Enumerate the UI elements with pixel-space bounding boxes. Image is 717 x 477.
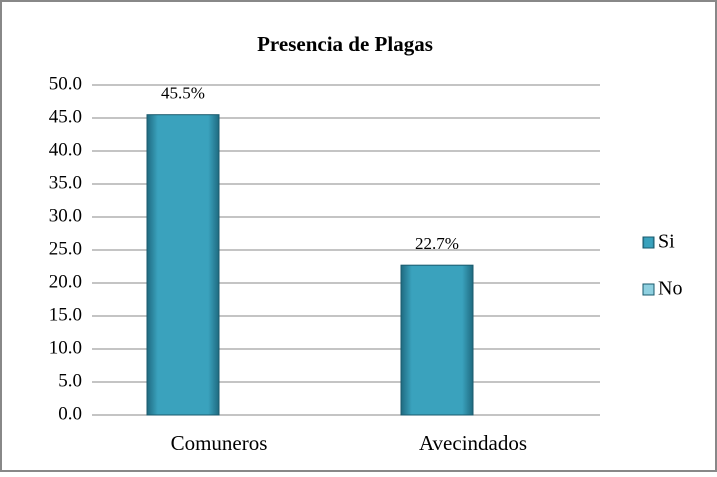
bar xyxy=(400,264,474,416)
y-tick-label: 30.0 xyxy=(49,205,82,226)
y-tick-label: 50.0 xyxy=(49,73,82,94)
data-label: 45.5% xyxy=(161,84,205,103)
y-tick-label: 20.0 xyxy=(49,271,82,292)
y-tick-label: 10.0 xyxy=(49,337,82,358)
y-tick-label: 15.0 xyxy=(49,304,82,325)
legend-label: No xyxy=(658,278,682,300)
y-tick-label: 0.0 xyxy=(58,403,82,424)
legend-swatch xyxy=(642,236,655,249)
y-tick-label: 45.0 xyxy=(49,106,82,127)
x-tick-label: Avecindados xyxy=(419,431,527,455)
y-tick-label: 25.0 xyxy=(49,238,82,259)
x-tick-label: Comuneros xyxy=(171,431,268,455)
legend-label: Si xyxy=(658,231,675,253)
y-tick-label: 40.0 xyxy=(49,139,82,160)
bar xyxy=(146,114,220,416)
data-label: 22.7% xyxy=(415,234,459,253)
y-tick-label: 35.0 xyxy=(49,172,82,193)
y-tick-label: 5.0 xyxy=(58,370,82,391)
legend-swatch xyxy=(642,283,655,296)
chart-title: Presencia de Plagas xyxy=(257,32,433,56)
